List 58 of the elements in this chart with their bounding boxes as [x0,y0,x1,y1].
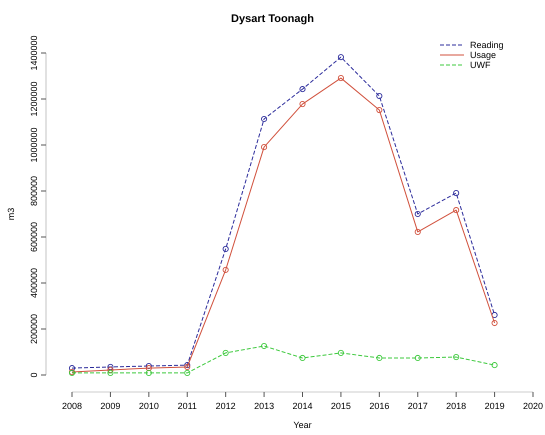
x-tick-label: 2016 [369,401,390,411]
x-tick-label: 2011 [178,401,197,411]
point [107,364,114,370]
point [338,75,344,82]
x-tick-label: 2014 [292,401,313,411]
point [146,370,152,376]
point [107,370,114,376]
point [184,370,190,376]
point [414,210,421,218]
point [146,362,152,370]
point [414,354,421,362]
y-tick-label: 200000 [29,314,39,344]
point [492,312,498,318]
x-tick-label: 2010 [138,401,159,411]
x-tick-label: 2012 [216,401,236,411]
y-tick-label: 400000 [29,268,39,298]
point [453,207,460,214]
point [261,144,268,150]
point [453,354,460,360]
legend-label: Reading [470,40,504,50]
point [376,106,382,114]
point [453,190,460,196]
point [261,342,268,350]
point [376,354,382,362]
x-tick-label: 2019 [484,401,505,411]
y-tick-label: 1200000 [29,81,39,117]
x-tick-label: 2013 [254,401,274,411]
x-tick-label: 2018 [446,401,466,411]
y-tick-label: 600000 [29,222,39,252]
legend-label: UWF [470,60,491,70]
point [222,266,229,273]
point [414,228,421,235]
y-tick-label: 0 [29,372,39,378]
y-tick-label: 1400000 [29,35,39,71]
point [222,246,229,252]
point [222,350,229,356]
point [299,101,306,108]
point [299,86,306,92]
chart-title: Dysart Toonagh [231,13,314,25]
x-tick-label: 2015 [330,401,351,411]
point [338,54,344,60]
x-tick-label: 2008 [62,401,82,411]
x-axis-title: Year [293,420,312,430]
point [492,320,498,326]
point [146,365,152,372]
y-tick-label: 1000000 [29,127,39,163]
point [299,354,306,362]
x-tick-label: 2017 [408,401,428,411]
legend-label: Usage [470,50,496,60]
point [107,366,114,373]
point [376,92,382,100]
point [492,362,498,368]
x-tick-label: 2009 [100,401,120,411]
point [338,350,344,356]
y-axis-title: m3 [6,208,16,220]
y-tick-label: 800000 [29,176,39,206]
x-tick-label: 2020 [522,401,544,411]
point [261,116,268,122]
